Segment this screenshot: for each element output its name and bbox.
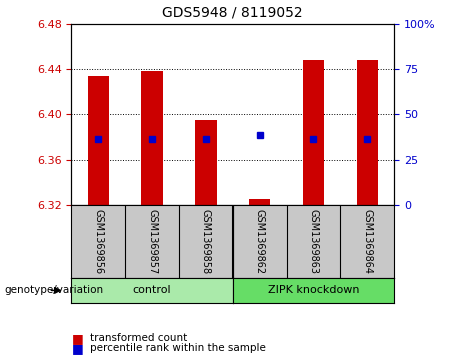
Title: GDS5948 / 8119052: GDS5948 / 8119052 bbox=[162, 6, 303, 20]
Text: percentile rank within the sample: percentile rank within the sample bbox=[90, 343, 266, 354]
Text: control: control bbox=[133, 285, 171, 295]
Bar bbox=[142, 71, 163, 205]
Text: ■: ■ bbox=[71, 332, 83, 345]
Bar bbox=[195, 120, 217, 205]
Text: genotype/variation: genotype/variation bbox=[5, 285, 104, 295]
Text: GSM1369863: GSM1369863 bbox=[308, 209, 319, 274]
Text: ZIPK knockdown: ZIPK knockdown bbox=[268, 285, 359, 295]
Text: GSM1369864: GSM1369864 bbox=[362, 209, 372, 274]
Text: ■: ■ bbox=[71, 342, 83, 355]
Text: GSM1369857: GSM1369857 bbox=[147, 209, 157, 274]
Bar bbox=[303, 60, 324, 205]
Bar bbox=[249, 199, 271, 205]
Text: GSM1369858: GSM1369858 bbox=[201, 209, 211, 274]
Text: GSM1369862: GSM1369862 bbox=[254, 209, 265, 274]
Text: GSM1369856: GSM1369856 bbox=[93, 209, 103, 274]
Bar bbox=[356, 60, 378, 205]
Bar bbox=[88, 76, 109, 205]
Text: transformed count: transformed count bbox=[90, 333, 187, 343]
